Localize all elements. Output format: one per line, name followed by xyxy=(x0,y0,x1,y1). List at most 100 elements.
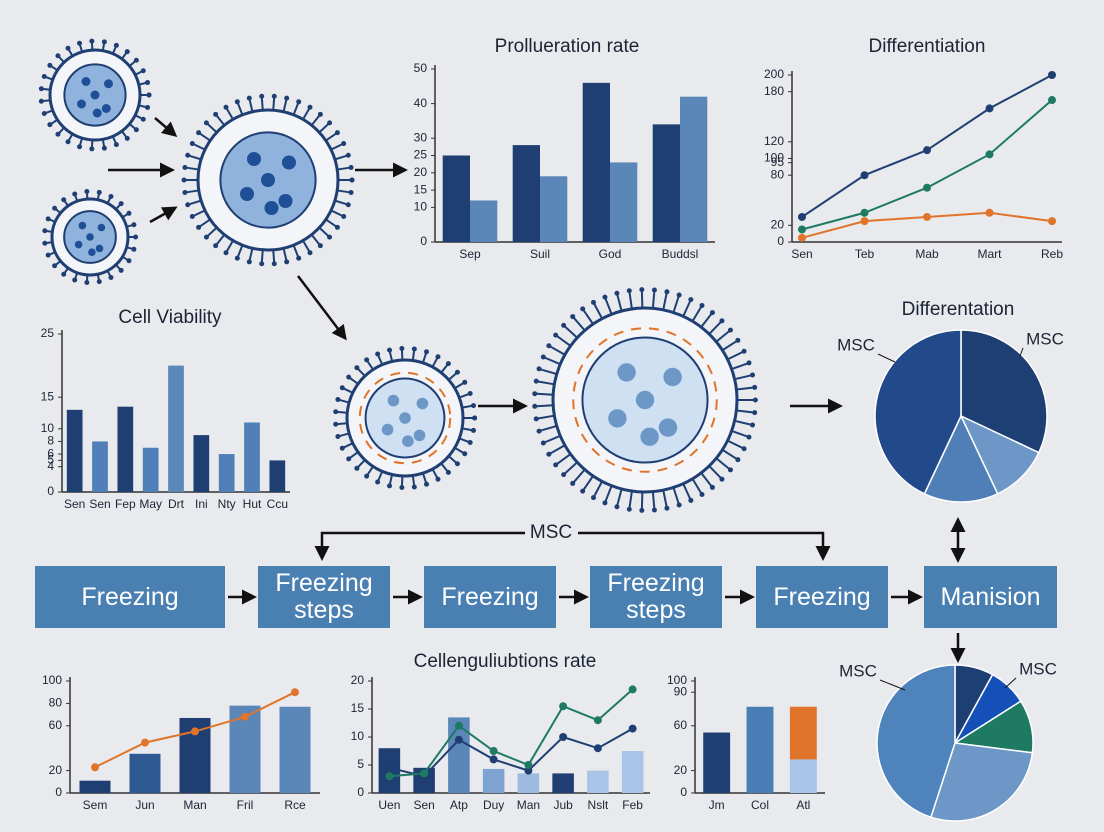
organelle xyxy=(247,152,261,166)
bar xyxy=(470,200,498,242)
spike-tip xyxy=(146,92,152,98)
organelle xyxy=(663,367,682,387)
spike xyxy=(431,468,439,479)
bar xyxy=(746,706,774,793)
spike xyxy=(537,380,555,386)
spike-tip xyxy=(246,95,252,101)
y-tick-label: 25 xyxy=(41,326,55,340)
x-tick-label: Fep xyxy=(115,497,136,511)
spike xyxy=(318,123,330,134)
spike-tip xyxy=(334,130,340,136)
x-tick-label: Sen xyxy=(89,497,110,511)
spike xyxy=(302,107,311,120)
spike xyxy=(349,451,359,460)
leader-line xyxy=(1004,677,1017,689)
spike xyxy=(544,356,561,366)
y-tick-label: 0 xyxy=(680,785,687,799)
spike-tip xyxy=(45,252,51,258)
spike-tip xyxy=(47,62,53,68)
y-tick-label: 200 xyxy=(764,67,784,81)
spike-tip xyxy=(536,428,542,434)
y-tick-label: 90 xyxy=(674,684,688,698)
spike xyxy=(330,143,343,151)
organelle xyxy=(282,155,296,170)
spike xyxy=(366,360,374,371)
point xyxy=(559,733,568,741)
spike xyxy=(604,485,613,502)
spike-tip xyxy=(354,365,360,371)
spike xyxy=(556,453,572,465)
bar xyxy=(279,706,311,793)
spike-tip xyxy=(72,277,78,283)
x-tick-label: Ini xyxy=(195,497,208,511)
spike-tip xyxy=(133,57,139,63)
spike-tip xyxy=(89,146,95,152)
spike xyxy=(260,249,264,263)
x-tick-label: Hut xyxy=(243,497,262,511)
bar xyxy=(680,96,708,243)
spike xyxy=(199,132,211,142)
y-tick-label: 5 xyxy=(47,453,54,467)
x-tick-label: Sen xyxy=(64,497,85,511)
organelle xyxy=(77,99,86,109)
spike-tip xyxy=(614,504,620,510)
spike xyxy=(727,351,743,361)
y-tick-label: 10 xyxy=(414,200,428,214)
spike xyxy=(700,472,713,487)
organelle xyxy=(617,363,636,382)
point xyxy=(420,769,429,778)
y-tick-label: 10 xyxy=(351,729,365,743)
spike-tip xyxy=(333,421,339,427)
spike-tip xyxy=(580,488,586,494)
spike-tip xyxy=(590,299,596,305)
point xyxy=(923,212,931,221)
spike xyxy=(448,372,458,381)
y-tick-label: 0 xyxy=(55,785,62,799)
spike xyxy=(388,351,394,362)
spike xyxy=(310,114,321,126)
spike xyxy=(349,376,359,385)
point xyxy=(454,735,463,744)
spike-tip xyxy=(296,99,302,105)
organelle xyxy=(74,240,83,249)
y-tick-label: 95 xyxy=(771,155,785,169)
spike-tip xyxy=(735,337,741,343)
spike xyxy=(573,317,586,332)
spike-tip xyxy=(699,302,705,308)
spike-tip xyxy=(364,473,370,479)
chart-title: Differentation xyxy=(902,299,1015,320)
point xyxy=(923,146,931,155)
spike-tip xyxy=(411,346,417,352)
spike-tip xyxy=(676,502,682,508)
spike-tip xyxy=(626,506,632,512)
spike-tip xyxy=(424,349,430,355)
spike-tip xyxy=(196,224,202,230)
flow-step: Manision xyxy=(924,566,1057,628)
organelle xyxy=(640,427,659,446)
spike-tip xyxy=(346,374,352,380)
spike xyxy=(582,475,594,491)
x-tick-label: Atp xyxy=(450,798,468,812)
spike xyxy=(662,489,668,507)
bar xyxy=(540,176,568,242)
pie-slice xyxy=(929,742,1034,822)
point xyxy=(489,747,498,755)
ring xyxy=(572,327,718,473)
spike-tip xyxy=(339,445,345,451)
y-tick-label: 60 xyxy=(49,718,63,732)
spike-tip xyxy=(77,40,83,46)
spike-tip xyxy=(614,290,620,296)
point xyxy=(985,104,994,113)
spike xyxy=(282,99,288,112)
organelle xyxy=(658,418,678,437)
spike xyxy=(593,480,603,497)
spike-tip xyxy=(561,322,567,328)
spike xyxy=(330,209,343,217)
spike xyxy=(544,434,561,444)
spike-tip xyxy=(140,68,146,74)
y-tick-label: 4 xyxy=(47,459,54,473)
spike-tip xyxy=(719,476,725,482)
spike-tip xyxy=(454,369,460,375)
spike-tip xyxy=(131,246,137,252)
spike-tip xyxy=(752,384,758,390)
